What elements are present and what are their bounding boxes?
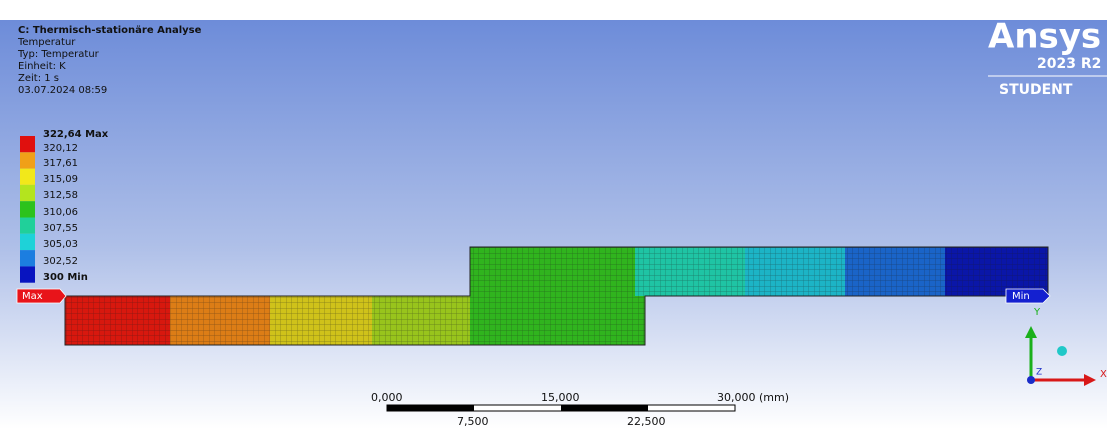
scale-segment bbox=[387, 405, 474, 411]
legend-label: 307,55 bbox=[43, 223, 78, 234]
header-line: Zeit: 1 s bbox=[18, 73, 59, 84]
legend-label: 317,61 bbox=[43, 158, 78, 169]
legend-band bbox=[20, 250, 35, 266]
legend-band bbox=[20, 201, 35, 217]
logo-name: Ansys bbox=[988, 17, 1101, 57]
header-line: Temperatur bbox=[17, 37, 76, 48]
legend-label: 315,09 bbox=[43, 174, 78, 185]
logo-version: 2023 R2 bbox=[1037, 56, 1101, 72]
legend-label: 302,52 bbox=[43, 256, 78, 267]
legend-band bbox=[20, 136, 35, 152]
header-title: C: Thermisch-stationäre Analyse bbox=[18, 25, 202, 36]
legend-band bbox=[20, 234, 35, 250]
legend-band bbox=[20, 266, 35, 282]
probe-label: Min bbox=[1012, 291, 1030, 302]
legend-label: 305,03 bbox=[43, 239, 78, 250]
max-probe: Max bbox=[17, 289, 66, 303]
background bbox=[0, 20, 1107, 429]
legend-label: 322,64 Max bbox=[43, 129, 109, 140]
viewport: C: Thermisch-stationäre Analyse Temperat… bbox=[0, 0, 1107, 429]
triad-label: Z bbox=[1036, 368, 1042, 378]
triad-label: Y bbox=[1033, 307, 1041, 318]
legend-label: 310,06 bbox=[43, 207, 78, 218]
probe-label: Max bbox=[22, 291, 43, 302]
header-line: 03.07.2024 08:59 bbox=[18, 85, 107, 96]
header-line: Einheit: K bbox=[18, 61, 66, 72]
legend-band bbox=[20, 152, 35, 168]
mesh-grid bbox=[65, 296, 645, 345]
scale-label: 30,000 (mm) bbox=[717, 391, 789, 404]
logo-edition: STUDENT bbox=[999, 82, 1073, 98]
scale-label: 0,000 bbox=[371, 391, 403, 404]
scale-label: 22,500 bbox=[627, 415, 666, 428]
legend-band bbox=[20, 185, 35, 201]
triad-label: X bbox=[1100, 369, 1107, 380]
scale-label: 15,000 bbox=[541, 391, 580, 404]
scale-label: 7,500 bbox=[457, 415, 489, 428]
mesh-grid bbox=[470, 247, 1048, 296]
legend-band bbox=[20, 218, 35, 234]
header-line: Typ: Temperatur bbox=[17, 49, 100, 60]
legend-label: 312,58 bbox=[43, 190, 78, 201]
triad-sphere bbox=[1057, 346, 1067, 356]
scale-segment bbox=[561, 405, 648, 411]
min-probe: Min bbox=[1006, 289, 1050, 303]
triad-origin bbox=[1027, 376, 1035, 384]
legend-band bbox=[20, 169, 35, 185]
legend-label: 300 Min bbox=[43, 272, 88, 283]
legend-label: 320,12 bbox=[43, 143, 78, 154]
